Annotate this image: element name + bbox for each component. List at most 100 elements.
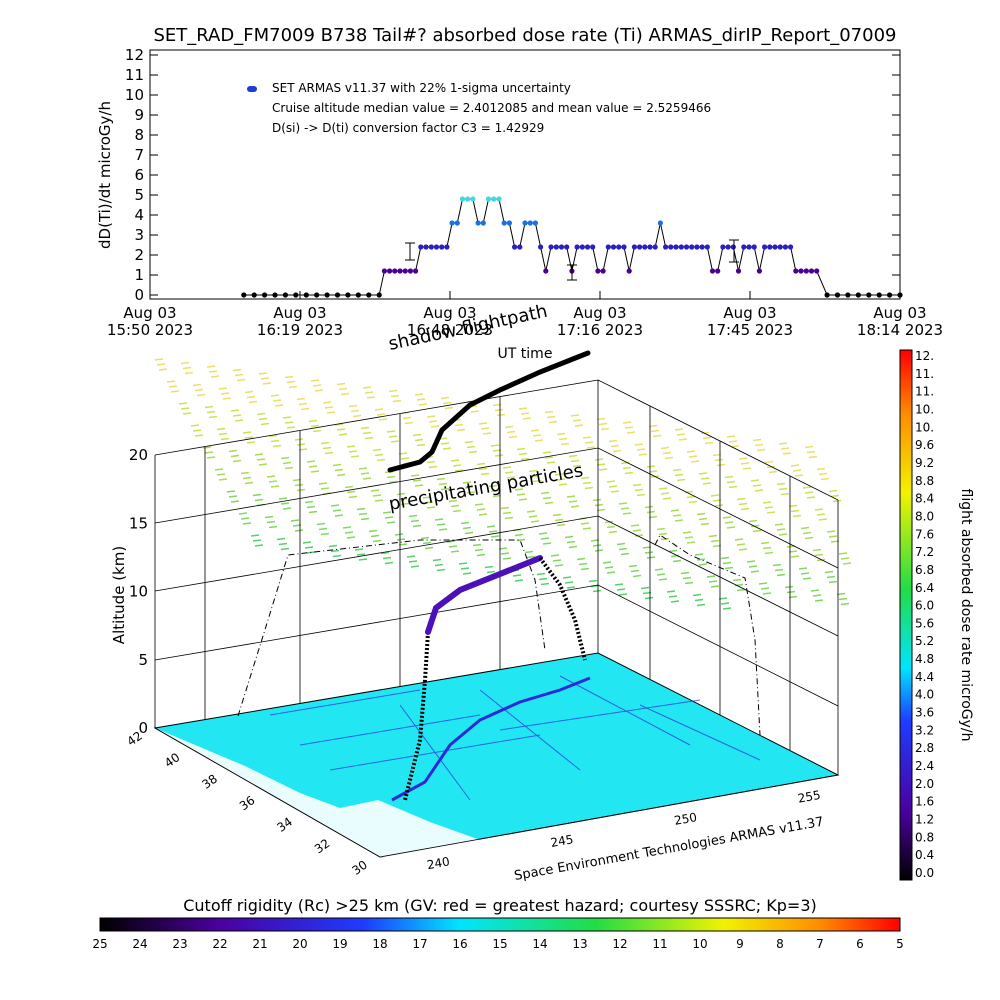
particle-mark (814, 508, 828, 521)
cutoff-tick-label: 20 (292, 937, 307, 951)
colorbar-tick-label: 9.2 (915, 456, 934, 470)
x-tick-time: 17:45 2023 (707, 321, 793, 339)
dose-colorbar-label: flight absorbed dose rate microGy/h (958, 489, 974, 742)
data-point (798, 268, 804, 274)
particle-mark (670, 509, 684, 522)
particle-mark (310, 379, 324, 392)
particle-mark (826, 530, 840, 543)
data-point (600, 268, 606, 274)
data-point (413, 268, 419, 274)
data-point (814, 268, 820, 274)
particle-mark (232, 368, 246, 382)
colorbar-tick-label: 6.8 (915, 563, 934, 577)
longitude-tick-layer: 240 245 250 255 (426, 788, 822, 872)
particle-mark (764, 460, 778, 474)
particle-mark (622, 421, 636, 434)
dose-colorbar-gradient (899, 349, 913, 881)
data-point (678, 244, 684, 250)
data-point (397, 268, 403, 274)
particle-mark (282, 416, 296, 429)
data-point (595, 268, 601, 274)
particle-mark (502, 466, 516, 479)
particle-mark (772, 563, 786, 577)
particle-mark (538, 532, 552, 545)
particle-mark (838, 552, 852, 565)
data-point (501, 220, 507, 226)
particle-mark (606, 480, 620, 493)
colorbar-tick-label: 0.8 (915, 830, 934, 844)
colorbar-tick-label: 2.0 (915, 777, 934, 791)
particle-mark (426, 415, 440, 428)
particle-mark (478, 422, 492, 435)
data-point (543, 268, 549, 274)
data-point (522, 220, 528, 226)
colorbar-tick-label: 11. (915, 385, 934, 399)
particle-mark (800, 526, 814, 540)
data-point (439, 244, 445, 250)
particle-mark (360, 426, 374, 440)
particle-mark (202, 446, 216, 459)
colorbar-tick-label: 4.8 (915, 652, 934, 666)
particle-mark (694, 553, 708, 566)
data-point (532, 220, 539, 226)
particle-mark (240, 471, 254, 485)
particle-mark (458, 562, 472, 575)
legend: SET ARMAS v11.37 with 22% 1-sigma uncert… (247, 81, 711, 135)
particle-mark (266, 475, 280, 488)
data-point (418, 244, 424, 250)
particle-mark (420, 536, 434, 550)
particle-mark (512, 528, 526, 542)
data-point (647, 244, 653, 250)
flight-path-cruise (425, 555, 543, 635)
x-tick-date: Aug 03 (423, 304, 476, 322)
particle-mark (178, 402, 192, 415)
particle-mark (758, 582, 772, 595)
particle-mark (526, 510, 540, 523)
shadow-flightpath (387, 350, 591, 473)
colorbar-tick-label: 0.0 (915, 866, 934, 880)
data-point (574, 244, 580, 250)
particle-mark (256, 412, 270, 426)
particle-mark (720, 556, 734, 570)
particle-mark (304, 500, 318, 514)
colorbar-tick-label: 10. (915, 402, 934, 416)
particle-mark (596, 417, 610, 431)
legend-entry-1: SET ARMAS v11.37 with 22% 1-sigma uncert… (272, 81, 571, 95)
data-point (709, 268, 716, 274)
colorbar-tick-label: 8.8 (915, 474, 934, 488)
particle-mark (654, 568, 668, 581)
particle-mark (738, 457, 752, 470)
particle-mark (358, 467, 372, 480)
particle-mark (292, 478, 306, 492)
cutoff-tick-label: 10 (692, 937, 707, 951)
data-point (475, 220, 481, 226)
data-point (480, 220, 486, 226)
y-tick-label: 12 (125, 46, 144, 64)
particle-mark (318, 482, 332, 495)
particle-mark (788, 504, 802, 518)
cutoff-tick-label: 21 (252, 937, 267, 951)
x-axis-label: UT time (498, 346, 553, 362)
flight-path-descent (403, 631, 430, 801)
particle-mark (356, 507, 370, 521)
particle-mark (828, 489, 842, 503)
colorbar-tick-label: 1.2 (915, 813, 934, 827)
particle-mark (604, 520, 618, 534)
cutoff-tick-label: 5 (896, 937, 904, 951)
data-point (262, 292, 268, 298)
particle-mark (776, 482, 790, 496)
particle-mark (394, 533, 408, 546)
particle-mark (660, 446, 674, 460)
particle-mark (384, 470, 398, 484)
particle-mark (476, 462, 490, 476)
particle-mark (616, 542, 630, 556)
latitude-tick-label: 38 (199, 772, 220, 792)
particle-mark (504, 425, 518, 439)
particle-mark (592, 498, 606, 512)
cutoff-tick-label: 8 (776, 937, 784, 951)
data-point (314, 292, 320, 298)
particle-mark (804, 445, 818, 459)
data-point (553, 244, 559, 250)
data-point (756, 268, 763, 274)
particle-mark (634, 443, 648, 456)
